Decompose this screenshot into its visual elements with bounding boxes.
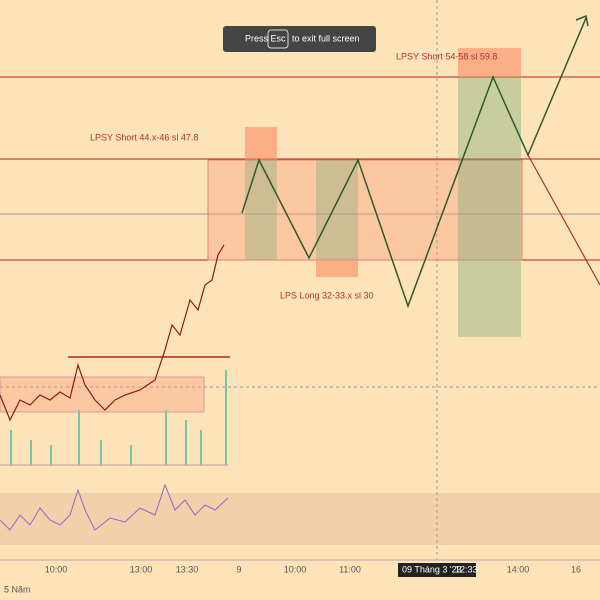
- toast-text: Press: [245, 33, 269, 43]
- rsi-panel: [0, 493, 600, 545]
- toast-text: to exit full screen: [292, 33, 360, 43]
- projection-path: [241, 17, 587, 309]
- crosshair-date: 09 Tháng 3 '23: [402, 564, 462, 574]
- x-tick-label: 9: [236, 564, 241, 574]
- crosshair-time: 12:33: [455, 564, 478, 574]
- annotation: LPSY Short 44.x-46 sl 47.8: [90, 132, 198, 142]
- crosshair-label: [398, 563, 476, 577]
- annotation: LPS Long 32-33.x sl 30: [280, 290, 374, 300]
- toast-key: Esc: [270, 33, 286, 43]
- target-box: [245, 160, 277, 260]
- key-box: [267, 29, 289, 49]
- stop-box: [316, 260, 358, 277]
- range-button[interactable]: 5 Năm: [4, 584, 31, 594]
- x-tick-label: 14:00: [507, 564, 530, 574]
- annotation: LPSY Short 54-58 sl 59.8: [396, 51, 497, 61]
- arrow-head: [575, 14, 589, 27]
- stop-box: [245, 127, 277, 160]
- stop-box: [458, 48, 521, 77]
- x-tick-label: 13:00: [130, 564, 153, 574]
- x-tick-label: 16: [571, 564, 581, 574]
- range-box: [207, 159, 523, 261]
- x-tick-label: 13:30: [176, 564, 199, 574]
- alt-path: [527, 154, 600, 286]
- x-tick-label: 10:00: [284, 564, 307, 574]
- x-tick-label: 10:00: [45, 564, 68, 574]
- x-tick-label: 11:00: [339, 564, 361, 574]
- rsi-line: [0, 483, 229, 531]
- price-line: [0, 244, 225, 422]
- volume-bars: [10, 370, 227, 465]
- target-box: [458, 77, 521, 337]
- target-box: [316, 160, 358, 260]
- toast: [223, 26, 376, 52]
